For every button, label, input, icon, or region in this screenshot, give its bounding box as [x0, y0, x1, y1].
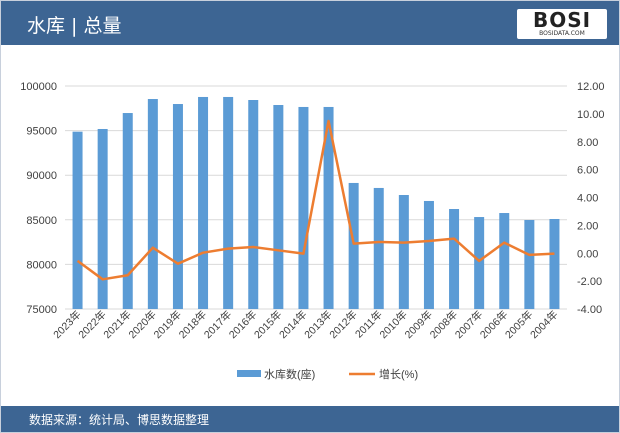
header-bar: 水库 | 总量 BOSI BOSIDATA.COM — [1, 1, 619, 45]
bar — [499, 213, 510, 309]
bar — [549, 218, 560, 309]
x-tick: 2004年 — [527, 308, 560, 341]
bar — [172, 104, 183, 309]
data-source: 数据来源：统计局、博思数据整理 — [29, 413, 210, 427]
y-right-tick: 10.00 — [577, 109, 605, 121]
y-right-tick: 12.00 — [577, 81, 605, 93]
page-title: 水库 | 总量 — [27, 15, 122, 37]
bar — [273, 104, 284, 309]
y-left-tick: 90000 — [26, 170, 57, 182]
bar — [323, 106, 334, 309]
bar — [524, 219, 535, 309]
growth-line — [76, 119, 555, 281]
y-left-tick: 80000 — [26, 259, 57, 271]
y-right-tick: 2.00 — [577, 220, 598, 232]
bar — [223, 96, 234, 309]
y-right-tick: 4.00 — [577, 193, 598, 205]
bar — [348, 182, 359, 309]
legend-line-label: 增长(%) — [379, 367, 418, 381]
bar — [72, 131, 83, 309]
bar — [423, 200, 434, 309]
y-left-tick: 100000 — [20, 81, 57, 93]
x-tick: 2012年 — [327, 308, 360, 341]
footer-bar: 数据来源：统计局、博思数据整理 — [1, 406, 619, 432]
y-right-tick: 6.00 — [577, 165, 598, 177]
bosi-logo: BOSI BOSIDATA.COM — [517, 9, 607, 39]
bar — [97, 128, 108, 309]
y-right-tick: -4.00 — [577, 304, 602, 316]
y-right-tick: 0.00 — [577, 248, 598, 260]
y-left-tick: 85000 — [26, 215, 57, 227]
y-left-tick: 95000 — [26, 126, 57, 138]
bar — [122, 113, 133, 309]
y-left-tick: 75000 — [26, 304, 57, 316]
y-right-tick: 8.00 — [577, 137, 598, 149]
bar — [147, 99, 158, 310]
legend-bar-label: 水库数(座) — [264, 367, 315, 381]
bar — [398, 195, 409, 309]
bar — [449, 209, 460, 309]
y-right-tick: -2.00 — [577, 276, 602, 288]
legend-bar-swatch — [237, 370, 261, 377]
bar — [298, 106, 309, 309]
bar — [373, 187, 384, 309]
bar — [474, 217, 485, 309]
bar — [248, 100, 259, 310]
bar — [198, 96, 209, 309]
logo-text: BOSI — [532, 8, 592, 32]
logo-subtext: BOSIDATA.COM — [539, 30, 585, 37]
